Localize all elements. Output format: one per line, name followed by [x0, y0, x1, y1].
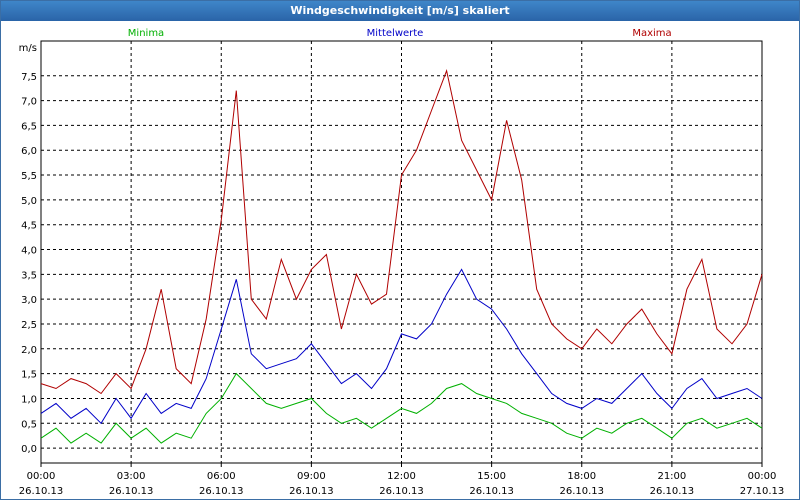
x-tick-date: 27.10.13 [740, 486, 785, 497]
y-tick-label: 0,0 [21, 444, 37, 455]
y-tick-label: 3,0 [21, 295, 37, 306]
window-title: Windgeschwindigkeit [m/s] skaliert [1, 1, 799, 21]
x-tick-time: 00:00 [27, 471, 56, 482]
y-tick-label: 2,0 [21, 345, 37, 356]
x-tick-date: 26.10.13 [559, 486, 604, 497]
y-tick-label: 1,0 [21, 394, 37, 405]
y-tick-label: 1,5 [21, 370, 37, 381]
y-tick-label: 7,5 [21, 72, 37, 83]
y-tick-label: 5,0 [21, 196, 37, 207]
x-tick-time: 18:00 [567, 471, 596, 482]
y-tick-label: 4,0 [21, 246, 37, 257]
x-tick-date: 26.10.13 [289, 486, 334, 497]
y-tick-label: 7,0 [21, 97, 37, 108]
x-tick-time: 09:00 [297, 471, 326, 482]
x-tick-time: 15:00 [477, 471, 506, 482]
series-line-minima [40, 372, 763, 444]
x-tick-date: 26.10.13 [109, 486, 154, 497]
y-tick-label: 0,5 [21, 419, 37, 430]
legend-maxima: Maxima [632, 28, 671, 39]
x-tick-date: 26.10.13 [650, 486, 695, 497]
legend-minima: Minima [128, 28, 164, 39]
y-tick-label: 3,5 [21, 270, 37, 281]
x-tick-date: 26.10.13 [469, 486, 514, 497]
y-tick-label: 6,5 [21, 121, 37, 132]
series-line-maxima [40, 69, 763, 395]
x-tick-time: 21:00 [657, 471, 686, 482]
x-tick-date: 26.10.13 [199, 486, 244, 497]
y-axis-label: m/s [19, 43, 37, 54]
series-line-mittelwerte [40, 268, 763, 425]
x-tick-time: 06:00 [207, 471, 236, 482]
y-tick-label: 4,5 [21, 221, 37, 232]
y-tick-label: 6,0 [21, 146, 37, 157]
x-tick-date: 26.10.13 [19, 486, 64, 497]
x-tick-date: 26.10.13 [379, 486, 424, 497]
x-tick-time: 03:00 [117, 471, 146, 482]
x-tick-time: 12:00 [387, 471, 416, 482]
x-tick-time: 00:00 [748, 471, 777, 482]
y-tick-label: 5,5 [21, 171, 37, 182]
y-tick-label: 2,5 [21, 320, 37, 331]
legend-mittelwerte: Mittelwerte [367, 28, 424, 39]
